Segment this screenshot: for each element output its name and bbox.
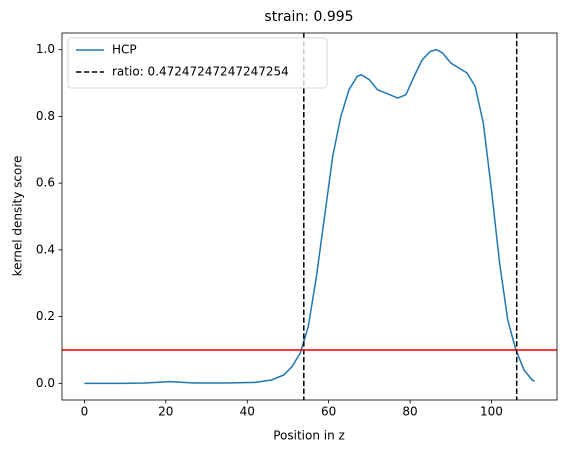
x-tick-label: 60 xyxy=(321,405,336,419)
y-tick-label: 0.8 xyxy=(36,109,55,123)
legend-frame xyxy=(67,37,328,89)
y-tick-label: 0.0 xyxy=(36,376,55,390)
y-tick-label: 1.0 xyxy=(36,42,55,56)
y-tick-label: 0.2 xyxy=(36,309,55,323)
x-tick-label: 20 xyxy=(158,405,173,419)
chart-title: strain: 0.995 xyxy=(264,9,353,25)
legend-label: ratio: 0.47247247247247254 xyxy=(112,65,289,79)
x-axis-label: Position in z xyxy=(273,429,345,443)
plot-frame xyxy=(61,32,558,401)
x-tick-label: 0 xyxy=(81,405,89,419)
series-line xyxy=(84,48,535,385)
x-tick-label: 100 xyxy=(480,405,503,419)
y-tick-label: 0.4 xyxy=(36,242,55,256)
y-tick-label: 0.6 xyxy=(36,176,55,190)
legend-label: HCP xyxy=(112,43,137,57)
x-tick-label: 80 xyxy=(402,405,417,419)
y-axis-label: kernel density score xyxy=(11,156,25,277)
x-tick-label: 40 xyxy=(240,405,255,419)
